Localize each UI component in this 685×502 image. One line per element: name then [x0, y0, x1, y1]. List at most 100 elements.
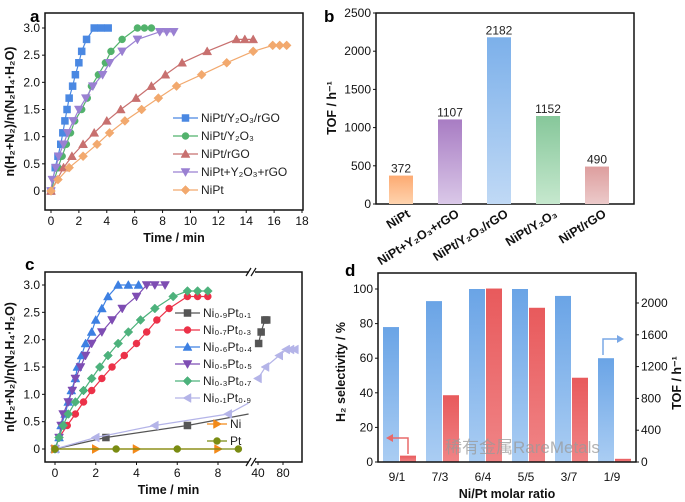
data-point	[63, 105, 71, 114]
y-right-tick-label: 400	[641, 423, 661, 437]
data-point	[70, 397, 81, 407]
data-point	[177, 57, 188, 67]
data-point	[75, 363, 86, 373]
series-line	[54, 295, 208, 450]
data-point	[132, 339, 141, 348]
series-line	[50, 27, 109, 192]
series-line	[54, 413, 249, 450]
data-point	[51, 445, 59, 453]
category-label: NiPt/Y₂O₃	[503, 207, 560, 250]
data-point	[260, 362, 270, 372]
data-point	[153, 93, 164, 103]
data-point	[202, 46, 213, 56]
panel-letter-c: c	[25, 255, 34, 274]
legend-marker	[182, 393, 192, 403]
category-label: NiPt/rGO	[556, 207, 608, 247]
legend-label: Ni₀.₅Pt₀.₅	[203, 357, 252, 371]
data-point	[75, 59, 83, 67]
bar-selectivity	[426, 301, 442, 462]
data-point	[79, 398, 88, 406]
bar-selectivity	[598, 358, 614, 462]
bar	[585, 166, 609, 204]
panel-c-chart: 0 2 4 6 8 40 80 0 0.5 1.0 1.5 2.0 2.5 3.0 Time / min n(…	[3, 267, 303, 497]
data-point	[61, 117, 69, 125]
data-point	[73, 105, 84, 115]
data-point	[58, 140, 69, 150]
bar-value-label: 490	[587, 153, 607, 167]
data-point	[54, 432, 64, 443]
legend-marker	[183, 309, 192, 317]
x-tick-label: 14	[240, 214, 254, 228]
data-point	[96, 328, 107, 338]
bar-tof	[572, 377, 588, 462]
data-point	[120, 116, 130, 126]
series-7	[51, 445, 243, 453]
bar-selectivity	[469, 289, 485, 462]
data-point	[104, 24, 112, 32]
data-point	[248, 46, 259, 57]
axis-break-mark	[245, 267, 252, 277]
bar	[487, 37, 511, 205]
axis-break-gap	[249, 459, 255, 465]
legend-marker	[183, 326, 192, 334]
category-label: 5/5	[518, 470, 535, 484]
x-tick-label: 18	[295, 214, 309, 228]
data-point	[289, 344, 299, 355]
data-point	[149, 281, 160, 291]
bar-value-label: 372	[391, 162, 411, 176]
y-tick-label: 0	[366, 455, 373, 469]
x-tick-label: 2	[76, 214, 83, 228]
legend-label: NiPt/Y₂O₃	[201, 129, 254, 143]
legend-label: Ni	[230, 417, 241, 431]
legend-label: Ni₀.₉Pt₀.₁	[203, 306, 251, 320]
x-tick-label: 8	[215, 466, 222, 480]
category-label: NiPt+Y₂O₃+rGO	[375, 207, 462, 268]
panel-letter-a: a	[30, 7, 40, 26]
bar-tof	[529, 307, 545, 462]
data-point	[140, 24, 149, 32]
data-point	[234, 445, 243, 453]
y-tick-label: 2.5	[23, 305, 40, 319]
x-tick-label: 0	[48, 214, 55, 228]
y-tick-label: 1.5	[23, 103, 40, 117]
right-axis-arrow	[602, 338, 618, 355]
legend-label: Ni₀.₆Pt₀.₄	[203, 340, 252, 354]
data-point	[70, 374, 81, 384]
data-point	[254, 339, 263, 348]
y-axis-title-left: H₂ selectivity / %	[334, 322, 348, 422]
y-right-tick-label: 1200	[641, 360, 668, 374]
data-point	[142, 328, 151, 336]
bar-tof	[486, 288, 502, 462]
data-point	[71, 70, 80, 79]
data-point	[146, 81, 157, 90]
data-point	[196, 69, 207, 80]
data-point	[77, 47, 86, 56]
y-tick-label: 2.0	[23, 75, 40, 89]
data-point	[67, 386, 78, 396]
data-point	[131, 292, 142, 302]
category-label: 6/4	[475, 470, 492, 484]
panel-letter-d: d	[345, 261, 355, 280]
data-point	[68, 82, 77, 90]
data-point	[248, 34, 259, 44]
legend-label: Ni₀.₃Pt₀.₇	[203, 374, 251, 388]
data-point	[132, 35, 143, 45]
legend-marker	[182, 376, 193, 386]
data-point	[263, 316, 271, 324]
y-tick-label: 2500	[344, 6, 371, 20]
data-point	[168, 28, 179, 37]
y-tick-label: 500	[351, 159, 371, 173]
y-tick-label: 0.5	[23, 415, 40, 429]
bar-tof	[400, 455, 416, 462]
series-4	[46, 40, 292, 196]
data-point	[50, 163, 61, 173]
data-point	[202, 286, 213, 296]
data-point	[86, 339, 97, 349]
data-point	[135, 315, 146, 325]
axis-break-mark	[245, 457, 252, 467]
data-point	[141, 281, 152, 291]
data-point	[154, 28, 165, 37]
x-axis-title: Time / min	[138, 483, 200, 497]
panel-d-chart: 9/1 7/3 6/4 5/5 3/7 1/9 0 20 40 60 80 100 0 400 800 120…	[334, 272, 684, 501]
data-point	[78, 151, 88, 162]
